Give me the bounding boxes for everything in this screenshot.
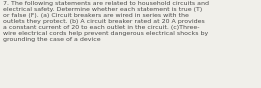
Text: 7. The following statements are related to household circuits and
electrical saf: 7. The following statements are related … bbox=[3, 1, 209, 42]
